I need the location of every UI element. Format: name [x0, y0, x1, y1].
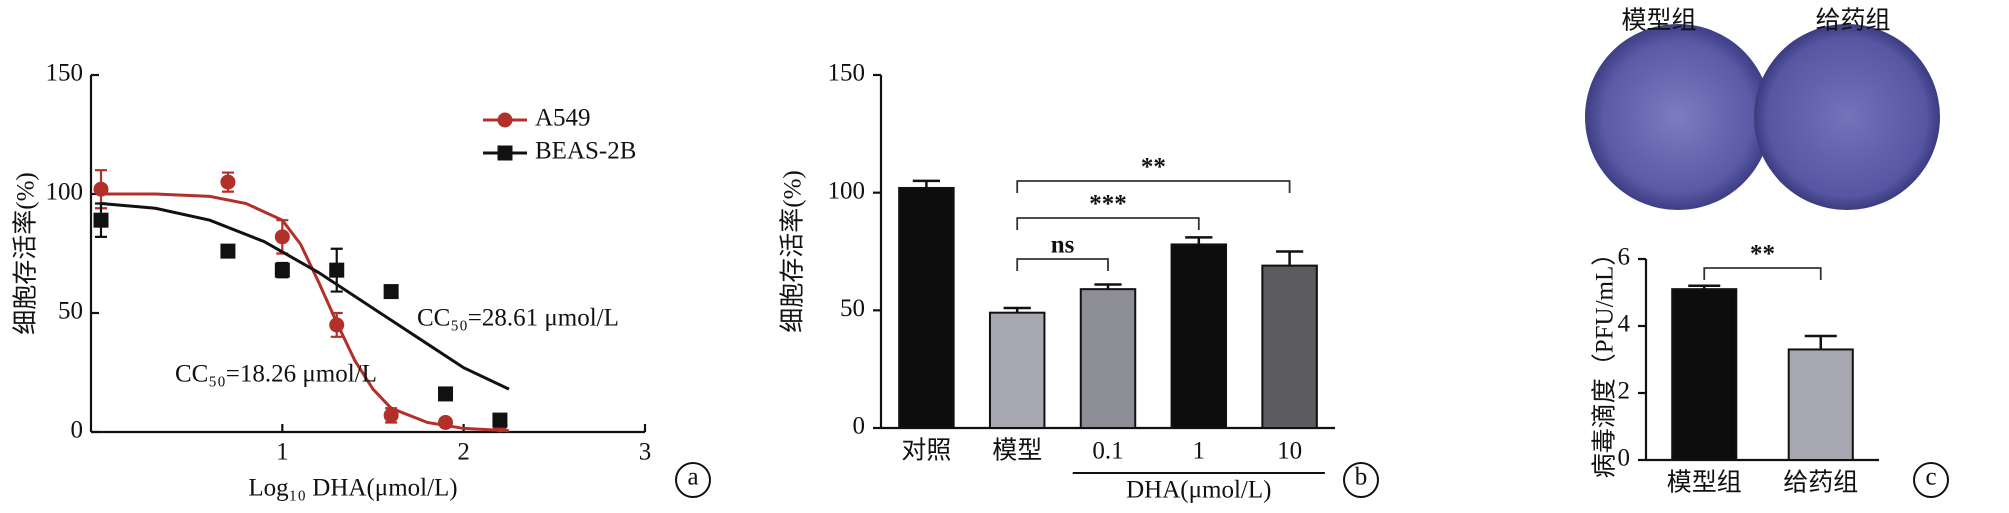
point	[438, 386, 454, 402]
y-tick-label: 4	[1618, 311, 1631, 338]
point	[383, 407, 399, 423]
image-label: 给药组	[1815, 7, 1890, 35]
y-tick-label: 0	[1618, 445, 1631, 472]
x-tick-label: 1	[1193, 438, 1206, 465]
legend-marker	[497, 145, 513, 161]
point	[220, 174, 236, 190]
x-tick-label: 2	[457, 439, 470, 466]
fit-curve	[101, 192, 510, 433]
significance-label: **	[1750, 241, 1775, 268]
panel-badge	[1913, 462, 1949, 498]
significance-label: ***	[1089, 191, 1127, 218]
error-bar	[1275, 250, 1304, 266]
panel-label: c	[1925, 464, 1936, 491]
group-label: DHA(μmol/L)	[1126, 477, 1271, 504]
legend-label: BEAS-2B	[535, 138, 636, 165]
error-bar	[1185, 236, 1213, 245]
bar	[1261, 264, 1318, 429]
bar	[1170, 243, 1228, 429]
y-axis-label: 细胞存活率(%)	[779, 170, 807, 332]
x-tick-label: 3	[639, 439, 652, 466]
y-tick-label: 0	[71, 417, 84, 444]
y-tick-label: 50	[58, 298, 83, 325]
annotation: CC₅₀=28.61 μmol/L	[417, 305, 619, 332]
point	[93, 212, 109, 228]
x-tick-label: 给药组	[1783, 469, 1858, 497]
point	[329, 317, 345, 333]
point	[220, 243, 236, 259]
plate-images	[1585, 24, 1940, 210]
y-tick-label: 100	[46, 179, 84, 206]
significance-label: **	[1141, 154, 1166, 181]
error-bar	[1804, 334, 1837, 350]
bar	[1079, 288, 1137, 429]
panel-label: b	[1355, 464, 1368, 491]
image-label: 模型组	[1621, 7, 1696, 35]
x-tick-label: 模型组	[1667, 469, 1742, 497]
point	[492, 412, 508, 428]
x-tick-label: 0.1	[1092, 438, 1123, 465]
y-tick-label: 50	[840, 295, 865, 322]
plate-treated	[1754, 24, 1940, 210]
panel-badge	[1343, 462, 1379, 498]
panel-badge	[675, 462, 711, 498]
bar	[988, 311, 1046, 430]
legend-label: A549	[535, 105, 591, 132]
fit-curve	[100, 202, 510, 391]
x-axis-label: Log₁₀ DHA(μmol/L)	[248, 475, 457, 502]
point	[329, 262, 345, 278]
significance-bracket	[1016, 217, 1200, 230]
point	[274, 229, 290, 245]
bar	[898, 186, 955, 429]
legend-marker	[497, 112, 513, 128]
y-tick-label: 150	[46, 60, 84, 87]
error-bar	[912, 179, 941, 188]
significance-label: ns	[1051, 232, 1075, 259]
significance-bracket	[1703, 267, 1822, 280]
point	[438, 414, 454, 430]
x-tick-label: 10	[1277, 438, 1302, 465]
y-tick-label: 6	[1618, 244, 1631, 271]
point	[274, 262, 290, 278]
bar	[1787, 348, 1854, 462]
x-tick-label: 模型	[992, 437, 1042, 465]
bar	[1671, 288, 1738, 461]
y-axis-label: 病毒滴度（PFU/mL）	[1591, 241, 1619, 479]
point	[383, 284, 399, 300]
plate-model	[1585, 24, 1771, 210]
y-tick-label: 0	[853, 413, 866, 440]
x-tick-label: 1	[276, 439, 289, 466]
panel-label: a	[687, 464, 698, 491]
y-tick-label: 100	[828, 177, 866, 204]
significance-bracket	[1016, 180, 1291, 193]
point	[93, 181, 109, 197]
significance-bracket	[1016, 258, 1109, 271]
y-tick-label: 150	[828, 60, 866, 87]
y-axis-label: 细胞存活率(%)	[12, 172, 40, 334]
y-tick-label: 2	[1618, 378, 1631, 405]
annotation: CC₅₀=18.26 μmol/L	[175, 361, 377, 388]
x-tick-label: 对照	[901, 437, 951, 465]
